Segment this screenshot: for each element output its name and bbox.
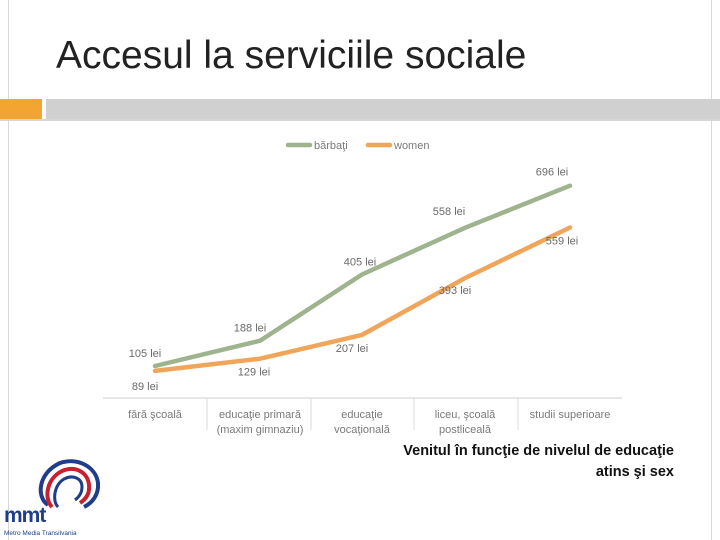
x-tick-label: postliceală: [439, 424, 492, 436]
slide-title: Accesul la serviciile sociale: [56, 34, 527, 77]
data-label: 105 lei: [129, 348, 161, 360]
data-label: 129 lei: [238, 367, 270, 379]
logo-subtitle: Metro Media Transilvania: [4, 530, 77, 537]
logo-wordmark: mmt: [4, 504, 46, 527]
data-label: 696 lei: [536, 167, 568, 179]
x-tick-label: fără şcoală: [128, 409, 183, 421]
data-label: 559 lei: [546, 236, 578, 248]
title-divider-line: [0, 119, 720, 121]
data-label: 89 lei: [132, 381, 158, 393]
head-profile-icon: [38, 459, 101, 509]
mmt-logo: mmt Metro Media Transilvania: [0, 455, 110, 540]
slide-frame-right: [711, 0, 720, 540]
x-tick-label: studii superioare: [530, 409, 611, 421]
data-label: 207 lei: [336, 343, 368, 355]
series-line-barbati: [152, 183, 573, 369]
data-label: 188 lei: [234, 323, 266, 335]
caption-line-1: Venitul în funcţie de nivelul de educaţi…: [403, 443, 674, 459]
x-tick-label: (maxim gimnaziu): [217, 424, 304, 436]
caption-line-2: atins şi sex: [595, 464, 674, 480]
x-tick-label: educaţie: [341, 409, 383, 421]
chart-caption: Venitul în funcţie de nivelul de educaţi…: [310, 441, 674, 483]
title-divider: [46, 99, 720, 119]
data-label: 558 lei: [433, 206, 465, 218]
x-tick-label: educaţie primară: [219, 409, 302, 421]
slide-frame-left: [0, 0, 9, 540]
x-tick-label: liceu, şcoală: [435, 409, 496, 421]
x-tick-label: vocaţională: [334, 424, 391, 436]
legend-entry: women: [393, 140, 429, 152]
legend-entry: bărbaţi: [314, 140, 348, 152]
data-label: 393 lei: [439, 285, 471, 297]
data-label: 405 lei: [344, 256, 376, 268]
series-line-women: [152, 225, 573, 374]
title-accent-bar: [0, 99, 42, 119]
